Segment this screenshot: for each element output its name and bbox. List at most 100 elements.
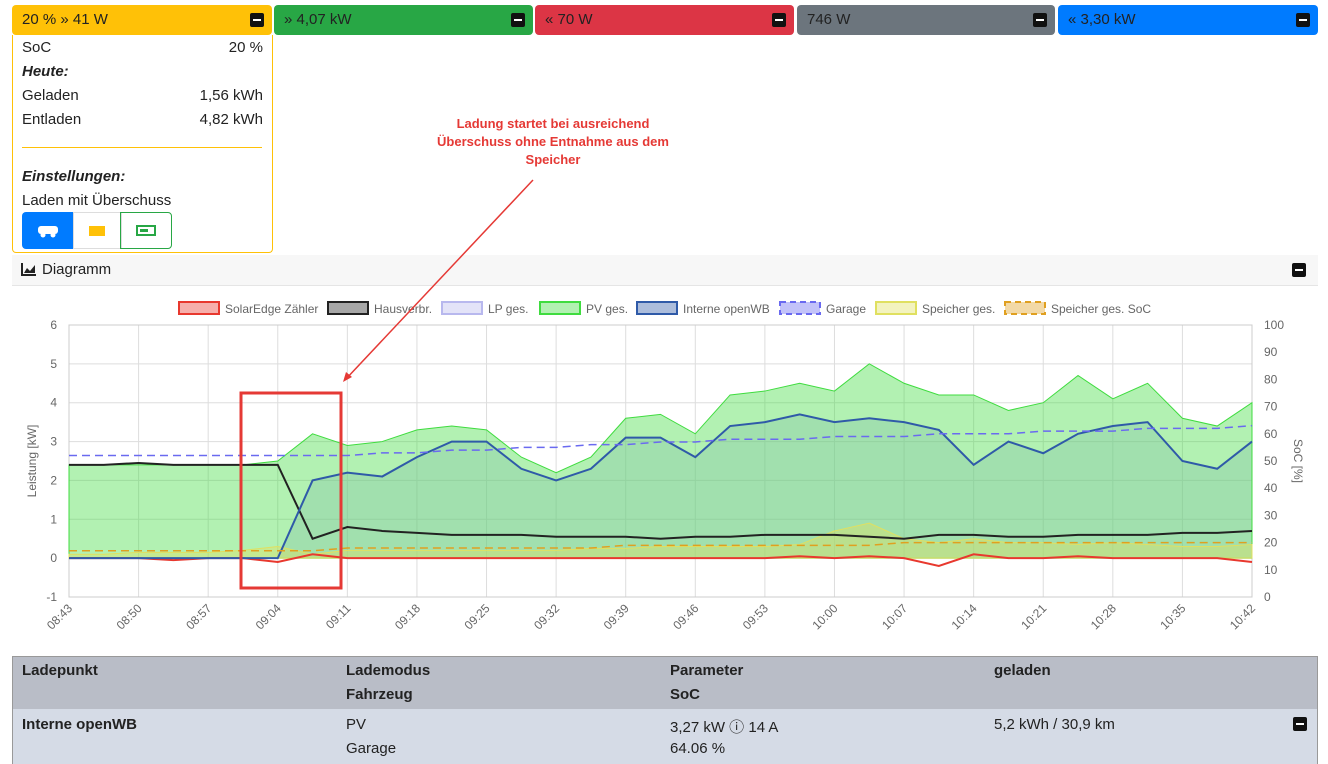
series-area: [68, 363, 1253, 559]
legend-label: Speicher ges. SoC: [1051, 302, 1151, 316]
col-head: Lademodus: [346, 662, 431, 679]
cell: 3,27 kW ⓘ 14 A: [670, 719, 779, 736]
value: 4,82 kWh: [199, 111, 263, 128]
legend-swatch: [1004, 301, 1046, 315]
cell: 64.06 %: [670, 740, 726, 757]
x-tick-label: 10:35: [1157, 601, 1188, 632]
card-text: » 4,07 kW: [284, 11, 352, 28]
col-head: Ladepunkt: [22, 662, 98, 679]
card-text: « 70 W: [545, 11, 593, 28]
toggle[interactable]: [1292, 263, 1306, 277]
toggle[interactable]: [1296, 13, 1310, 27]
pv-card[interactable]: » 4,07 kW: [274, 5, 533, 35]
label: Geladen: [22, 87, 79, 104]
x-tick-label: 09:39: [601, 601, 632, 632]
icon: [21, 263, 36, 276]
annotation-line: Ladung startet bei ausreichend: [457, 116, 650, 131]
y2-tick-label: 90: [1264, 345, 1278, 359]
legend-label: SolarEdge Zähler: [225, 302, 318, 316]
annotation-line: Speicher: [526, 152, 581, 167]
y2-tick-label: 10: [1264, 563, 1278, 577]
y2-axis-title: SoC [%]: [1291, 439, 1305, 483]
battery-card[interactable]: 20 % » 41 W: [12, 5, 272, 35]
y2-tick-label: 30: [1264, 508, 1278, 522]
diagram-header: Diagramm: [12, 255, 1318, 286]
legend-swatch: [441, 301, 483, 315]
cell: Garage: [346, 740, 397, 757]
grid-card[interactable]: « 70 W: [535, 5, 794, 35]
col-head: Fahrzeug: [346, 686, 413, 703]
label: Entladen: [22, 111, 82, 128]
heading: Heute:: [22, 63, 69, 80]
diagram-title: Diagramm: [42, 261, 112, 278]
chargepoint-card[interactable]: « 3,30 kW: [1058, 5, 1318, 35]
y2-tick-label: 80: [1264, 372, 1278, 386]
battery-panel: SoC 20 % Heute: Geladen 1,56 kWh Entlade…: [12, 35, 273, 253]
value: 1,56 kWh: [199, 87, 263, 104]
mode: Laden mit Überschuss: [22, 192, 172, 209]
toggle[interactable]: [772, 13, 786, 27]
legend-swatch: [539, 301, 581, 315]
heading: Einstellungen:: [22, 168, 126, 185]
x-tick-label: 10:07: [879, 601, 910, 632]
x-tick-label: 09:46: [670, 601, 701, 632]
x-tick-label: 09:04: [253, 601, 284, 632]
legend-label: PV ges.: [586, 302, 628, 316]
value: 20 %: [228, 39, 263, 56]
icon: [136, 225, 156, 236]
x-tick-label: 10:00: [809, 601, 840, 632]
x-tick-label: 10:42: [1227, 601, 1258, 632]
x-tick-label: 09:18: [392, 601, 423, 632]
mode-button-battery[interactable]: [73, 212, 122, 249]
house-card[interactable]: 746 W: [797, 5, 1055, 35]
legend-swatch: [779, 301, 821, 315]
legend-swatch: [875, 301, 917, 315]
legend-label: Hausverbr.: [374, 302, 432, 316]
y-tick-label: 4: [50, 396, 57, 410]
col-head: geladen: [994, 662, 1051, 679]
legend-label: Garage: [826, 302, 866, 316]
x-tick-label: 09:32: [531, 601, 562, 632]
legend-label: LP ges.: [488, 302, 528, 316]
y-axis-title: Leistung [kW]: [25, 425, 39, 498]
y-tick-label: 5: [50, 357, 57, 371]
legend-label: Speicher ges.: [922, 302, 995, 316]
table-header: Ladepunkt Lademodus Fahrzeug Parameter S…: [12, 656, 1318, 710]
toggle[interactable]: [250, 13, 264, 27]
mode-button-pv[interactable]: [120, 212, 172, 249]
cell: PV: [346, 716, 367, 733]
x-tick-label: 08:43: [44, 601, 75, 632]
label: SoC: [22, 39, 52, 56]
y-tick-label: -1: [46, 590, 57, 604]
toggle[interactable]: [1293, 717, 1307, 731]
y2-tick-label: 20: [1264, 536, 1278, 550]
card-text: « 3,30 kW: [1068, 11, 1136, 28]
y2-tick-label: 70: [1264, 400, 1278, 414]
annotation-line: Überschuss ohne Entnahme aus dem: [437, 134, 669, 149]
x-tick-label: 09:25: [462, 601, 493, 632]
y2-tick-label: 0: [1264, 590, 1271, 604]
x-tick-label: 08:50: [114, 601, 145, 632]
y-tick-label: 3: [50, 435, 57, 449]
cell: 5,2 kWh / 30,9 km: [994, 716, 1115, 733]
x-tick-label: 08:57: [183, 601, 214, 632]
y-tick-label: 2: [50, 473, 57, 487]
toggle[interactable]: [511, 13, 525, 27]
toggle[interactable]: [1033, 13, 1047, 27]
col-head: SoC: [670, 686, 700, 703]
card-text: 20 % » 41 W: [22, 11, 108, 28]
icon: [89, 226, 105, 236]
legend-label: Interne openWB: [683, 302, 770, 316]
legend-swatch: [327, 301, 369, 315]
table-row: Interne openWB PV Garage 3,27 kW ⓘ 14 A …: [12, 709, 1318, 764]
x-tick-label: 10:14: [949, 601, 980, 632]
mode-button-car[interactable]: [22, 212, 73, 249]
chargepoint: Interne openWB: [22, 716, 137, 733]
col-head: Parameter: [670, 662, 744, 679]
y-tick-label: 1: [50, 512, 57, 526]
x-tick-label: 10:28: [1088, 601, 1119, 632]
y-tick-label: 6: [50, 318, 57, 332]
y2-tick-label: 60: [1264, 427, 1278, 441]
